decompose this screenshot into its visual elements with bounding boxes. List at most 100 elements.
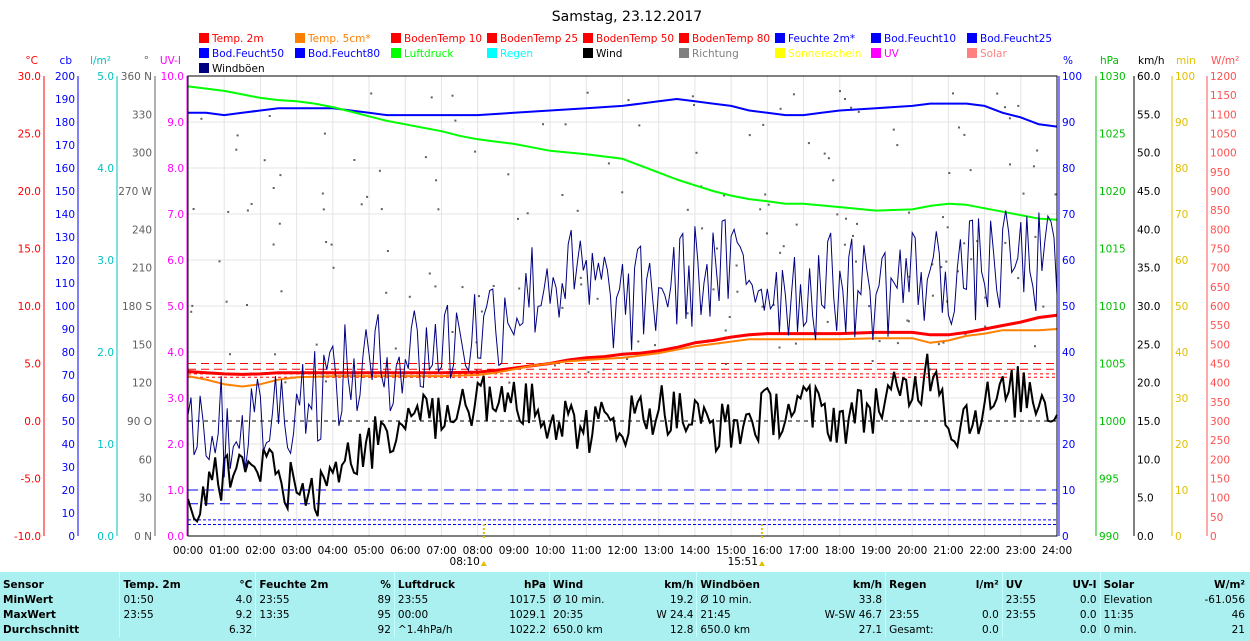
- direction-dot: [767, 203, 770, 206]
- direction-dot: [596, 297, 599, 300]
- legend-label: Sonnenschein: [788, 48, 861, 60]
- direction-dot: [907, 320, 910, 323]
- direction-dot: [984, 325, 987, 328]
- direction-dot: [826, 320, 829, 323]
- axis-tick-label: 0: [1062, 531, 1069, 543]
- legend-label: BodenTemp 25: [500, 33, 578, 45]
- direction-dot: [278, 222, 281, 225]
- axis-tick-label: 3.0: [97, 255, 114, 267]
- axis-tick-label: 4.0: [167, 347, 184, 359]
- direction-dot: [330, 243, 333, 246]
- direction-dot: [836, 213, 839, 216]
- direction-dot: [695, 151, 698, 154]
- direction-dot: [827, 157, 830, 160]
- legend-label: BodenTemp 10: [404, 33, 482, 45]
- summary-cell: -61.056: [1204, 593, 1245, 606]
- axis-tick-label: 40: [1062, 347, 1075, 359]
- direction-dot: [772, 303, 775, 306]
- axis-tick-label: 10.0: [161, 71, 184, 83]
- axis-tick-label: 80: [62, 347, 75, 359]
- summary-cell: °C: [239, 578, 253, 591]
- direction-dot: [526, 212, 529, 215]
- axis-tick-label: 15.0: [18, 244, 41, 256]
- direction-dot: [268, 115, 271, 117]
- axis-tick-label: 100: [1062, 71, 1082, 83]
- summary-cell: Wind: [549, 572, 634, 592]
- direction-dot: [832, 179, 835, 182]
- series-line: [187, 313, 1058, 376]
- axis-tick-label: 400: [1210, 378, 1230, 390]
- direction-dot: [931, 263, 934, 266]
- axis-tick-label: 50.0: [1137, 148, 1160, 160]
- direction-dot: [761, 305, 764, 308]
- direction-dot: [637, 340, 640, 343]
- direction-dot: [844, 98, 846, 100]
- direction-dot: [896, 144, 899, 147]
- direction-dot: [958, 126, 960, 129]
- direction-dot: [321, 192, 324, 195]
- direction-dot: [272, 187, 275, 189]
- axis-tick-label: 1025: [1099, 129, 1126, 141]
- direction-dot: [1008, 117, 1011, 120]
- direction-dot: [579, 276, 582, 279]
- x-tick-label: 15:00: [716, 545, 746, 557]
- direction-dot: [956, 270, 959, 273]
- direction-dot: [792, 93, 795, 96]
- axis-tick-label: 150: [1210, 474, 1230, 486]
- axis-tick-label: 20: [1175, 439, 1188, 451]
- legend-label: Bod.Feucht25: [980, 33, 1052, 45]
- summary-cell: 0 min.: [1099, 622, 1181, 637]
- legend-swatch: [295, 48, 305, 58]
- axis-tick-label: 0.0: [24, 416, 41, 428]
- summary-cell: 23:55: [1001, 592, 1056, 607]
- summary-cell: W-SW 46.7: [824, 608, 883, 621]
- direction-dot: [507, 173, 510, 176]
- direction-dot: [852, 234, 854, 237]
- axis-tick-label: 350: [1210, 397, 1230, 409]
- direction-dot: [766, 232, 768, 235]
- summary-row-max: MaxWert 23:55 9.2 13:35 95 00:00 1029.1 20:35 W …: [0, 607, 1248, 622]
- axis-tick-label: 30.0: [1137, 301, 1160, 313]
- direction-dot: [246, 304, 248, 306]
- direction-dot: [845, 217, 847, 220]
- axis-tick-label: 150: [132, 339, 152, 351]
- summary-cell: 20:35: [549, 607, 634, 622]
- legend-swatch: [679, 48, 689, 58]
- direction-dot: [385, 291, 388, 294]
- axis-tick-label: 995: [1099, 474, 1119, 486]
- direction-dot: [322, 208, 325, 211]
- axis-tick-label: 60: [1062, 255, 1075, 267]
- direction-dot: [474, 150, 477, 153]
- series-line-noisy: [187, 210, 1058, 478]
- summary-cell: %: [380, 578, 391, 591]
- x-tick-label: 18:00: [825, 545, 855, 557]
- direction-dot: [517, 217, 519, 220]
- axis-tick-label: 60: [139, 454, 152, 466]
- direction-dot: [794, 342, 797, 345]
- direction-dot: [576, 209, 579, 212]
- axis-tick-label: 10: [1062, 485, 1075, 497]
- summary-cell: 0.0: [1079, 593, 1097, 606]
- legend-swatch: [967, 48, 977, 58]
- axis-unit-label: %: [1063, 55, 1073, 67]
- x-tick-label: 11:00: [571, 545, 601, 557]
- direction-dot: [279, 174, 282, 177]
- x-tick-label: 06:00: [390, 545, 420, 557]
- direction-dot: [454, 119, 457, 122]
- legend-swatch: [871, 33, 881, 43]
- axis-tick-label: 1.0: [97, 439, 114, 451]
- direction-dot: [218, 260, 221, 263]
- direction-dot: [564, 123, 567, 126]
- direction-dot: [839, 90, 841, 93]
- x-tick-label: 16:00: [752, 545, 782, 557]
- direction-dot: [380, 208, 383, 211]
- chart-title: Samstag, 23.12.2017: [552, 9, 702, 25]
- x-tick-label: 24:00: [1042, 545, 1072, 557]
- series-line: [187, 85, 1058, 221]
- axis-tick-label: 600: [1210, 301, 1230, 313]
- direction-dot: [246, 209, 249, 212]
- axis-tick-label: 990: [1099, 531, 1119, 543]
- axis-tick-label: 60.0: [1137, 71, 1160, 83]
- legend-swatch: [199, 63, 209, 73]
- axis-tick-label: 0: [1210, 531, 1217, 543]
